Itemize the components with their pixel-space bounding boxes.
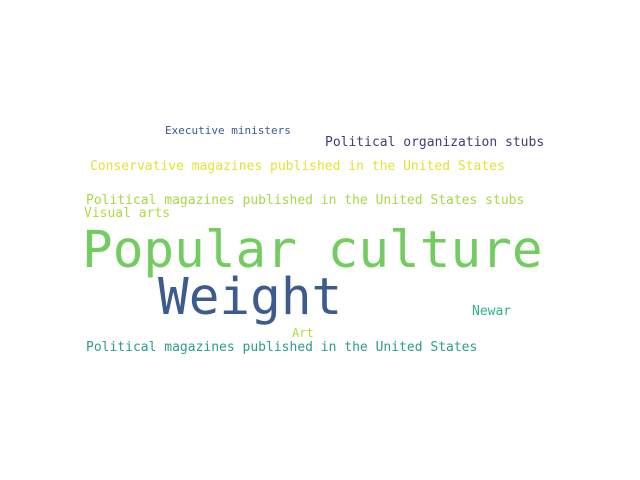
word-newar: Newar (472, 304, 512, 319)
word-art: Art (292, 326, 314, 340)
word-political-magazines: Political magazines published in the Uni… (86, 340, 478, 355)
word-political-organization-stubs: Political organization stubs (325, 135, 545, 150)
word-political-magazines-stubs: Political magazines published in the Uni… (86, 193, 525, 208)
word-weight: Weight (158, 268, 343, 327)
word-conservative-magazines: Conservative magazines published in the … (90, 159, 505, 174)
word-visual-arts: Visual arts (84, 206, 171, 221)
word-executive-ministers: Executive ministers (165, 124, 291, 137)
word-popular-culture: Popular culture (82, 221, 543, 280)
